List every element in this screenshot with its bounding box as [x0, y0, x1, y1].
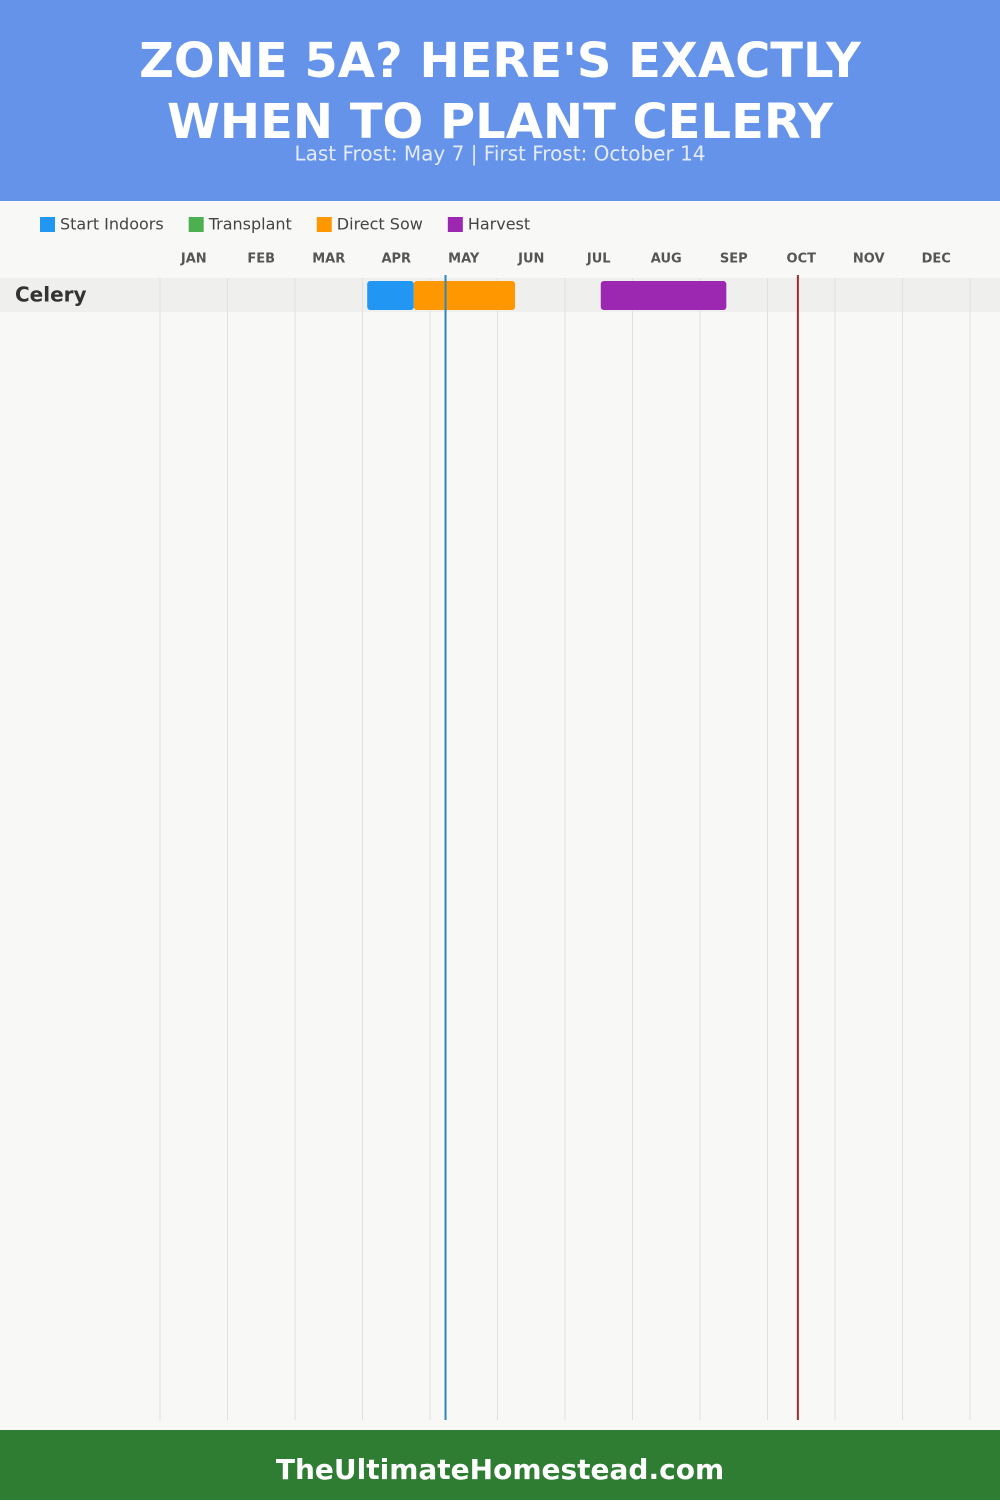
plot: JAN FEB MAR APR MAY JUN JUL AUG SEP OCT NOV DEC Star…	[0, 215, 1000, 1420]
x-tick-label: JAN	[180, 252, 207, 267]
row-label: Celery	[15, 283, 87, 307]
x-tick-label: DEC	[922, 252, 951, 267]
bar	[367, 281, 414, 310]
title-line: WHEN TO PLANT CELERY	[167, 94, 834, 150]
legend-label: Start Indoors	[60, 215, 164, 234]
legend-label: Harvest	[468, 215, 530, 234]
x-tick-label: OCT	[787, 252, 817, 267]
footer-text: TheUltimateHomestead.com	[276, 1453, 724, 1486]
legend-swatch	[188, 217, 204, 232]
subtitle: Last Frost: May 7 | First Frost: October…	[294, 142, 705, 166]
x-tick-label: FEB	[247, 252, 275, 267]
legend-swatch	[447, 217, 463, 232]
x-tick-label: NOV	[853, 252, 885, 267]
x-tick-label: MAR	[312, 252, 345, 267]
legend-swatch	[316, 217, 332, 232]
x-tick-label: JUL	[586, 252, 611, 267]
legend-swatch	[40, 217, 55, 232]
x-tick-label: JUN	[517, 252, 544, 267]
header	[0, 0, 1000, 201]
bar	[600, 281, 727, 310]
x-tick-label: APR	[381, 252, 411, 267]
x-tick-label: MAY	[448, 252, 480, 267]
title-line: ZONE 5A? HERE'S EXACTLY	[139, 33, 862, 89]
x-tick-label: AUG	[651, 252, 682, 267]
footer-bar	[0, 1430, 1000, 1500]
bar	[413, 281, 516, 310]
legend-label: Transplant	[208, 215, 292, 234]
legend-label: Direct Sow	[337, 215, 423, 234]
x-tick-label: SEP	[720, 252, 748, 267]
